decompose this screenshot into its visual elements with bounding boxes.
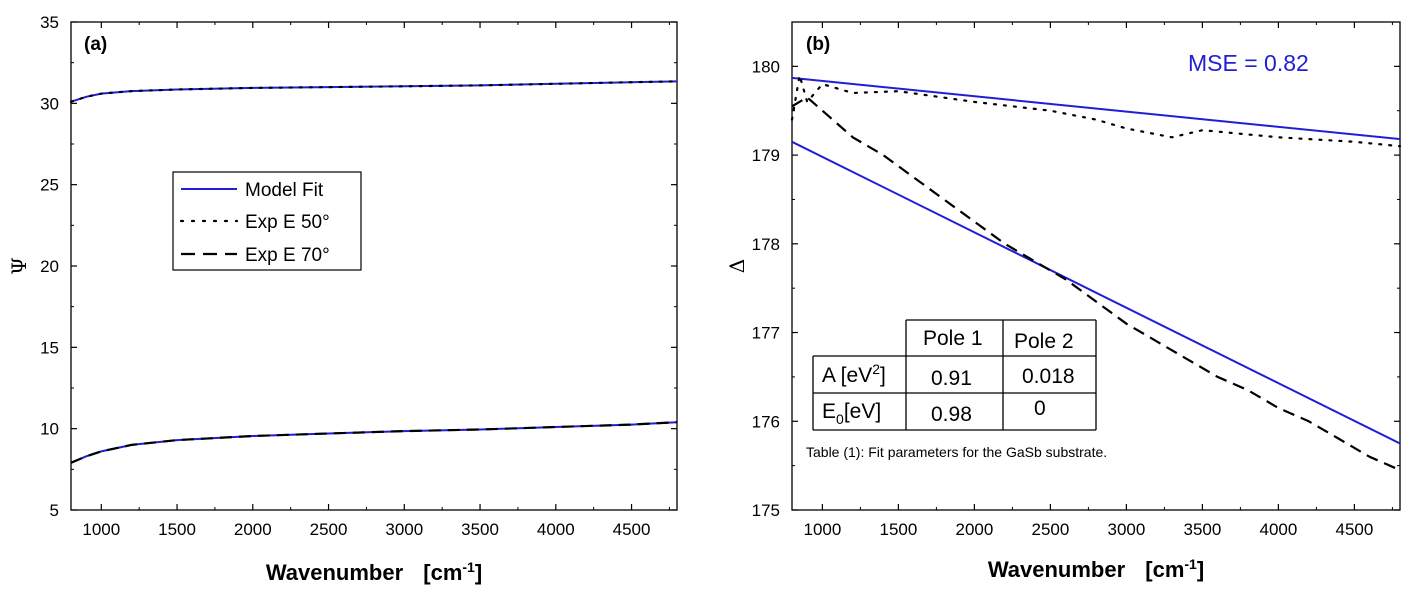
table-row-label-a-end: ] (880, 364, 886, 387)
panel-b-x-tick-label: 2500 (1031, 520, 1069, 539)
legend-label-exp-70: Exp E 70° (245, 245, 330, 266)
panel-b-x-axis-title: Wavenumber [cm-1] (988, 556, 1204, 582)
panel-a-plot-area: 1000 1500 2000 2500 3000 3500 4000 4500 5 10 15 20 2… (40, 13, 679, 539)
panel-b-y-tick-label: 179 (752, 146, 780, 165)
table-col-header-pole-1: Pole 1 (923, 327, 983, 350)
panel-b-y-tick-label: 180 (752, 57, 780, 76)
table-header-bg (906, 320, 1096, 356)
panel-a-x-tick-label: 3000 (385, 520, 423, 539)
panel-a-y-tick-label: 30 (40, 94, 59, 113)
panel-a-y-axis-title: Ψ (7, 257, 31, 275)
panel-b-plot-area: 1000 1500 2000 2500 3000 3500 4000 4500 175 176 17… (752, 21, 1402, 539)
panel-b-x-tick-label: 3500 (1183, 520, 1221, 539)
table-row-label-e0-text: E (822, 400, 836, 423)
panel-b-x-tick-label: 1000 (803, 520, 841, 539)
panel-b-x-axis-word: Wavenumber (988, 557, 1126, 582)
panel-a-label: (a) (84, 34, 107, 55)
table-row-label-e0: E0[eV] (822, 400, 881, 427)
panel-a-x-tick-label: 1000 (82, 520, 120, 539)
panel-a-x-axis-unit-sup: -1 (462, 559, 475, 575)
panel-b-series-exp-e-50 (790, 74, 1402, 148)
table-col-header-pole-2: Pole 2 (1014, 330, 1074, 353)
table-row-label-a: A [eV2] (822, 361, 886, 387)
panel-a-x-tick-label: 4000 (537, 520, 575, 539)
panel-b-series-exp-e-70 (791, 96, 1401, 472)
panel-b: 1000 1500 2000 2500 3000 3500 4000 4500 175 176 17… (725, 21, 1402, 582)
panel-b-frame (791, 21, 1401, 511)
panel-a-y-tick-label: 35 (40, 13, 59, 32)
fit-parameters-table: Pole 1 Pole 2 A [eV2] 0.91 0.018 E0[eV] … (806, 319, 1107, 460)
table-row-label-a-text: A [eV (822, 364, 872, 387)
panel-a-x-tick-label: 4500 (613, 520, 651, 539)
panel-a-x-axis-unit: [cm (423, 560, 462, 585)
table-row-label-a-sup: 2 (872, 361, 880, 377)
panel-a-frame (70, 21, 678, 511)
table-row-label-e0-end: [eV] (844, 400, 881, 423)
panel-a-y-tick-label: 15 (40, 338, 59, 357)
mse-annotation: MSE = 0.82 (1188, 50, 1309, 76)
panel-a-x-axis-unit-end: ] (475, 560, 482, 585)
panel-b-y-tick-label: 176 (752, 412, 780, 431)
table-cell: 0.91 (931, 367, 972, 390)
panel-b-x-tick-label: 4000 (1259, 520, 1297, 539)
panel-a-y-tick-label: 10 (40, 420, 59, 439)
panel-b-x-axis-unit: [cm (1145, 557, 1184, 582)
table-cell: 0 (1034, 397, 1046, 420)
panel-a-x-tick-label: 2000 (234, 520, 272, 539)
legend-label-exp-50: Exp E 50° (245, 212, 330, 233)
panel-a-x-tick-label: 2500 (310, 520, 348, 539)
panel-a: 1000 1500 2000 2500 3000 3500 4000 4500 5 10 15 20 2… (7, 13, 679, 585)
table-cell: 0.98 (931, 403, 972, 426)
panel-a-series-exp-e-50 (69, 80, 679, 103)
panel-a-y-tick-label: 5 (50, 501, 59, 520)
panel-a-series-exp-e-70 (70, 421, 678, 464)
table-row-label-e0-sub: 0 (836, 411, 844, 427)
panel-b-x-tick-label: 2000 (955, 520, 993, 539)
panel-b-y-tick-label: 177 (752, 324, 780, 343)
panel-a-series-model-fit-50 (70, 80, 678, 103)
panel-b-y-tick-label: 175 (752, 501, 780, 520)
panel-b-label: (b) (806, 34, 830, 55)
panel-b-x-tick-label: 3000 (1107, 520, 1145, 539)
table-cell: 0.018 (1022, 365, 1075, 388)
panel-b-series-model-fit-70 (791, 140, 1401, 445)
table-caption: Table (1): Fit parameters for the GaSb s… (806, 444, 1107, 460)
panel-a-y-tick-label: 25 (40, 176, 59, 195)
panel-a-x-axis-word: Wavenumber (266, 560, 404, 585)
panel-b-y-tick-label: 178 (752, 235, 780, 254)
legend-label-model-fit: Model Fit (245, 180, 324, 201)
panel-a-x-tick-label: 3500 (461, 520, 499, 539)
panel-a-series-model-fit-70 (70, 421, 678, 464)
panel-b-y-axis-title: Δ (725, 259, 749, 273)
panel-b-x-tick-label: 4500 (1335, 520, 1373, 539)
panel-b-x-tick-label: 1500 (879, 520, 917, 539)
panel-a-x-axis-title: Wavenumber [cm-1] (266, 559, 482, 585)
panel-a-legend: Model Fit Exp E 50° Exp E 70° (172, 171, 362, 271)
panel-b-series-model-fit-50 (791, 76, 1401, 141)
panel-b-x-axis-unit-sup: -1 (1184, 556, 1197, 572)
panel-a-y-tick-label: 20 (40, 257, 59, 276)
panel-a-x-tick-label: 1500 (158, 520, 196, 539)
panel-b-x-axis-unit-end: ] (1197, 557, 1204, 582)
